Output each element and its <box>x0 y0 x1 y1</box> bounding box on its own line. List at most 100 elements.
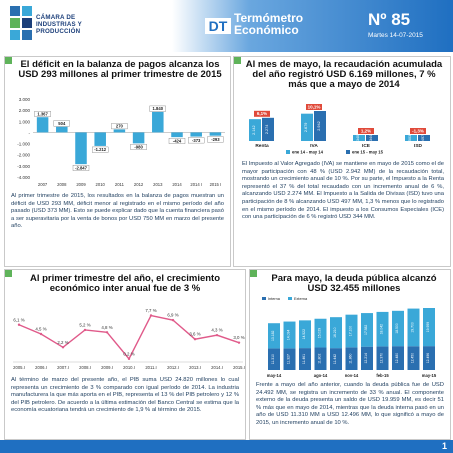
data-label: 11.461 <box>302 354 306 364</box>
data-label-box <box>168 138 186 144</box>
bar <box>94 132 106 146</box>
bar <box>171 132 183 138</box>
data-label: 497 <box>421 135 425 141</box>
bar-interna <box>376 346 389 370</box>
data-label: -293 <box>211 137 220 142</box>
bar <box>262 117 274 141</box>
data-label: 2.142 <box>252 125 256 135</box>
publication-title-line-1: Termómetro <box>234 11 304 25</box>
x-tick-label: 2007.I <box>57 365 69 370</box>
gdp-chart: 6,1 % 2005.I 4,5 % 2006.I 2,2 % 2007.I 5,2 % 20… <box>13 308 245 370</box>
x-tick-label: 2013 <box>153 182 163 187</box>
data-label-box <box>92 146 109 153</box>
data-point <box>83 328 87 332</box>
data-label: 14.522 <box>302 329 306 339</box>
bar-externa <box>283 321 296 349</box>
panel4-title: Para mayo, la deuda pública alcanzó USD … <box>271 273 437 294</box>
data-label-box <box>188 137 205 144</box>
panel-tax-revenue: Al mes de mayo, la recaudación acumulada… <box>233 56 451 267</box>
y-tick-label: - <box>29 130 31 135</box>
growth-label: -1,3% <box>412 128 424 133</box>
data-point <box>171 318 175 322</box>
bar <box>366 135 378 141</box>
bar-externa <box>361 313 373 347</box>
legend-entry: ene 15 - may 15 <box>352 150 384 155</box>
section-tag-icon <box>250 270 257 277</box>
bar <box>249 119 261 141</box>
section-tag-icon <box>5 57 12 64</box>
x-tick-label: 2010 <box>96 182 106 187</box>
data-label: 3,6 % <box>189 332 200 337</box>
data-label: 344 <box>369 135 373 141</box>
growth-label-box <box>410 128 426 134</box>
bar-externa <box>392 310 404 347</box>
bar-interna <box>423 346 435 370</box>
x-tick-label: 2014 <box>172 182 182 187</box>
legend-swatch <box>262 297 266 300</box>
data-label: 19.700 <box>411 322 415 332</box>
x-tick-label: 2015 I <box>210 182 222 187</box>
legend-swatch <box>346 150 350 154</box>
bar <box>418 135 430 141</box>
data-point <box>61 346 65 349</box>
y-tick-label: 3.000 <box>19 97 31 102</box>
data-label: 504 <box>58 121 66 126</box>
x-tick-label: 2005.I <box>13 365 25 370</box>
data-label: 11.442 <box>333 354 337 364</box>
org-name: CÁMARA DE INDUSTRIAS Y PRODUCCIÓN <box>36 14 82 35</box>
data-point <box>193 338 197 341</box>
page-number: 1 <box>441 441 447 451</box>
data-label: -373 <box>192 138 201 143</box>
publication-title: Termómetro Económico <box>234 12 303 36</box>
x-tick-label: ICE <box>362 143 371 149</box>
panel-public-debt: Para mayo, la deuda pública alcanzó USD … <box>249 269 451 440</box>
data-label: 0,2 % <box>123 351 134 356</box>
bar-externa <box>407 308 420 347</box>
x-tick-label: feb-15 <box>376 373 389 378</box>
data-label: 13.182 <box>271 331 275 341</box>
x-tick-label: Renta <box>255 143 269 149</box>
data-point <box>237 341 241 344</box>
legend-entry: ene 14 - may 14 <box>292 150 324 155</box>
bar-externa <box>268 323 280 349</box>
x-tick-label: 2011 <box>115 182 125 187</box>
data-label: 7,7 % <box>145 308 156 313</box>
data-label: 270 <box>116 124 124 129</box>
data-label: 19.959 <box>426 322 430 332</box>
data-label: 15.029 <box>318 328 322 338</box>
data-label: 2,2 % <box>57 340 68 345</box>
panel2-title: Al mes de mayo, la recaudación acumulada… <box>245 59 443 90</box>
bar-externa <box>345 314 358 348</box>
data-label: 4,3 % <box>211 328 222 333</box>
growth-label-box <box>306 104 322 110</box>
data-point <box>39 332 43 336</box>
x-tick-label: ago-14 <box>314 373 328 378</box>
x-tick-label: 2010.I <box>123 365 135 370</box>
bar <box>301 113 313 141</box>
legend-entry: Externa <box>294 297 308 301</box>
data-label: 11.802 <box>318 354 322 364</box>
issue-number: Nº 85 <box>368 10 411 29</box>
y-tick-label: 1.000 <box>19 119 31 124</box>
bar-interna <box>330 348 342 370</box>
data-label: 12.480 <box>395 353 399 363</box>
data-label: 17.582 <box>364 325 368 335</box>
data-label: 11.860 <box>349 354 353 364</box>
data-label: 11.310 <box>271 354 275 364</box>
bar-interna <box>407 346 420 370</box>
x-tick-label: 2014 I <box>190 182 202 187</box>
bar <box>36 117 49 133</box>
data-label: 2.679 <box>304 123 308 133</box>
panel-balance-of-payments: El déficit en la balanza de pagos alcanz… <box>4 56 231 267</box>
data-label: 6,1 % <box>13 317 24 322</box>
x-tick-label: 2013.I <box>189 365 201 370</box>
data-label: 12.370 <box>380 353 384 363</box>
bar-externa <box>330 317 342 349</box>
bar-externa <box>423 308 435 347</box>
publication-title-line-2: Económico <box>234 23 299 37</box>
data-label: 11.327 <box>287 354 291 364</box>
data-label: 14.034 <box>287 330 291 340</box>
cip-logo-icon <box>10 6 32 44</box>
y-tick-label: -2.000 <box>17 153 30 158</box>
x-tick-label: nov-14 <box>345 373 359 378</box>
